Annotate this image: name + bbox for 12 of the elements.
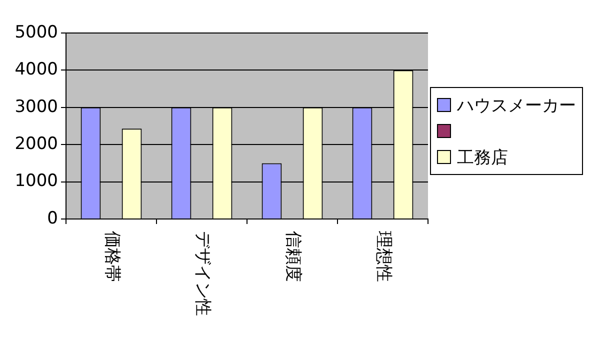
y-tick-label: 4000 bbox=[14, 60, 58, 80]
y-tick-label: 5000 bbox=[14, 22, 58, 42]
x-tick-label: 信頼度 bbox=[282, 231, 303, 282]
legend-label: 工務店 bbox=[457, 146, 508, 168]
x-tick-label: デザイン性 bbox=[192, 231, 212, 316]
y-tick-label: 3000 bbox=[14, 96, 58, 117]
y-tick-label: 2000 bbox=[14, 134, 58, 154]
x-tick-label: 価格帯 bbox=[102, 231, 122, 282]
y-tick-label: 0 bbox=[47, 208, 58, 228]
y-tick-label: 1000 bbox=[14, 171, 58, 192]
x-tick-label: 理想性 bbox=[373, 231, 394, 282]
legend-label: ハウスメーカー bbox=[457, 94, 576, 116]
